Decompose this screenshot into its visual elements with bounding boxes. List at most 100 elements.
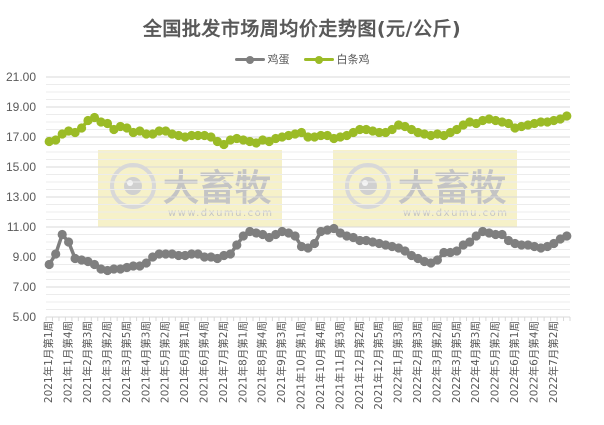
y-tick-label: 15.00 [6,160,36,174]
watermark-left: 大畜牧 www.dxumu.com [98,150,282,227]
data-point[interactable] [232,240,242,250]
data-point[interactable] [51,249,61,259]
x-tick-label: 2021年6月第1周 [178,321,191,403]
x-tick-label: 2021年8月第1周 [236,321,249,403]
data-point[interactable] [497,229,507,240]
x-tick-label: 2022年3月第2周 [430,321,443,403]
data-point[interactable] [309,238,320,249]
data-point[interactable] [355,124,365,135]
data-point[interactable] [303,132,313,142]
x-tick-label: 2021年4月第3周 [139,321,152,403]
data-point[interactable] [161,249,171,259]
data-point[interactable] [374,127,384,138]
data-point[interactable] [400,246,410,256]
y-tick-label: 9.00 [13,250,37,264]
data-point[interactable] [491,229,501,240]
data-point[interactable] [128,261,138,271]
series-egg [44,223,572,276]
data-point[interactable] [51,135,61,145]
legend-item-egg[interactable]: 鸡蛋 [234,51,290,67]
legend-swatch-egg-icon [234,54,265,64]
chart-title: 全国批发市场周均价走势图(元/公斤) [142,18,462,40]
x-tick-label: 2021年11月第3周 [333,321,346,410]
data-point[interactable] [387,124,397,135]
x-tick-label: 2021年7月第2周 [217,321,230,403]
y-tick-label: 7.00 [13,280,37,294]
data-point[interactable] [109,264,119,274]
data-point[interactable] [77,123,87,133]
x-tick-label: 2021年1月第4周 [62,321,75,403]
data-point[interactable] [219,139,229,150]
watermark-url-right: www.dxumu.com [403,208,509,219]
data-point[interactable] [187,249,197,259]
data-point[interactable] [536,117,546,127]
x-tick-label: 2021年5月第2周 [159,321,172,403]
data-point[interactable] [452,124,462,135]
data-point[interactable] [206,132,216,142]
x-tick-label: 2021年12月第5周 [372,321,385,410]
x-tick-label: 2021年12月第2周 [353,321,366,410]
data-point[interactable] [174,250,184,261]
watermark-right: 大畜牧 www.dxumu.com [333,150,517,227]
data-point[interactable] [154,126,164,136]
data-point[interactable] [439,247,449,258]
x-tick-label: 2021年6月第4周 [197,321,210,403]
legend-label-broiler: 白条鸡 [336,53,370,66]
data-point[interactable] [102,118,113,129]
data-point[interactable] [290,231,300,241]
data-point[interactable] [89,259,100,270]
data-point[interactable] [471,231,481,241]
data-point[interactable] [316,130,326,141]
data-point[interactable] [355,235,365,246]
x-tick-label: 2022年5月第2周 [489,321,502,403]
data-point[interactable] [432,255,442,265]
data-point[interactable] [141,258,151,268]
data-point[interactable] [122,123,132,133]
data-point[interactable] [141,129,151,139]
data-point[interactable] [465,237,475,247]
x-tick-label: 2022年6月第4周 [527,321,540,403]
legend-swatch-broiler-icon [303,54,334,64]
watermark-eye-icon [110,163,156,209]
series-group [44,111,572,276]
x-tick-label: 2022年4月第3周 [469,321,482,403]
x-tick-label: 2022年6月第1周 [508,321,521,403]
x-axis: 2021年1月第1周 2021年1月第4周 2021年2月第3周 2021年3月第2周… [42,316,571,410]
data-point[interactable] [452,246,462,256]
x-tick-label: 2021年2月第3周 [81,321,94,403]
data-point[interactable] [549,238,559,249]
data-point[interactable] [303,243,313,253]
data-point[interactable] [503,118,514,129]
data-point[interactable] [225,249,235,259]
y-tick-label: 21.00 [6,70,36,84]
data-point[interactable] [238,231,248,241]
data-point[interactable] [64,237,74,247]
y-tick-label: 17.00 [6,130,36,144]
x-tick-label: 2022年7月第2周 [547,321,560,403]
x-tick-label: 2022年2月第3周 [411,321,424,403]
gridlines [46,76,570,318]
data-point[interactable] [44,259,54,270]
y-tick-label: 5.00 [13,310,37,324]
x-tick-label: 2021年3月第5周 [120,321,133,403]
data-point[interactable] [57,229,67,240]
legend-item-broiler[interactable]: 白条鸡 [303,51,370,67]
data-point[interactable] [70,127,80,138]
watermark-group: 大畜牧 www.dxumu.com 大畜牧 www.dxumu.com [98,150,517,227]
x-tick-label: 2021年3月第2周 [100,321,113,403]
data-point[interactable] [187,130,197,141]
data-point[interactable] [296,127,307,138]
y-tick-label: 13.00 [6,190,36,204]
data-point[interactable] [516,240,527,250]
data-point[interactable] [193,130,203,141]
data-point[interactable] [199,252,210,262]
x-tick-label: 2021年8月第4周 [256,321,269,403]
y-tick-label: 11.00 [7,220,36,234]
data-point[interactable] [329,223,339,234]
data-point[interactable] [89,112,100,123]
data-point[interactable] [154,249,164,259]
x-tick-label: 2021年10月第1周 [295,321,308,410]
data-point[interactable] [562,231,572,241]
data-point[interactable] [562,111,572,121]
x-tick-label: 2022年1月第3周 [392,321,405,403]
